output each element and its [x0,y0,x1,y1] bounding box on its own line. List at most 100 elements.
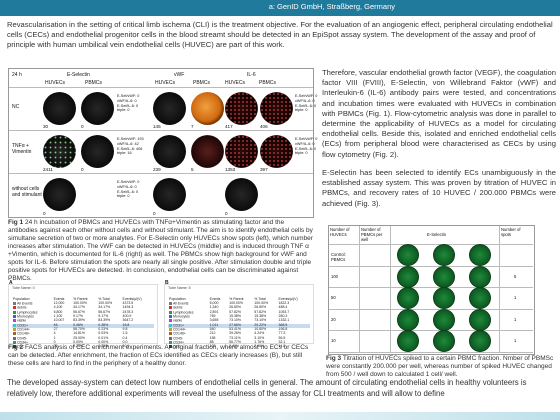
well-image [397,287,419,309]
population-label: CD45- [173,335,184,340]
spot-count: 406 [260,124,268,129]
population-label: debris [173,305,183,310]
population-label: CD31+ [173,322,184,327]
table-cell: 56.5 [278,335,286,340]
table-row: CD31+ 1,011 27.66% 20.22% 368.5 [168,322,310,328]
table-cell: 44.8 [278,344,286,349]
table-cell: 32.1 [278,340,286,345]
population-name: debris [168,306,209,310]
population-label: CD45- [17,335,28,340]
table-cell: 16.8 [121,323,154,328]
table-cell: 3647.2 [122,318,134,323]
population-color-swatch [169,310,172,314]
well-image [433,308,455,331]
column-header: E-Selectin [427,232,447,237]
table-cell: 56.77% [229,340,241,345]
population-label: Monocytes [173,314,190,319]
population-color-swatch [169,319,172,323]
well-image [43,92,76,125]
population-label: viable [173,318,183,323]
spot-stats: E-Sel/vWF: 0 vWF/IL-6: 0 E-Sel/IL-6: 0 t… [117,180,140,199]
sub-col-header: HUVECs [45,80,66,86]
well-image [433,244,455,266]
spots-cell [500,245,533,267]
spot-count: 0 [81,124,84,129]
table-cell: 77.3 [278,331,286,336]
column-header: % Parent [229,297,244,301]
figure-1-caption-label: Fig 1 [8,219,24,226]
huvec-count: 100 [331,273,338,279]
spot-count: 2411 [43,167,53,172]
population-name: CD45- [168,335,209,341]
table-cell: 100.00% [98,301,113,306]
table-row: Lymphocytes 2,891 57.82% 57.82% 1053.7 [168,310,310,315]
population-label: CD146+ [17,331,30,336]
well-row [391,330,500,353]
population-color-swatch [169,340,172,344]
population-name: CEC [12,345,53,349]
table-cell: 27.66% [228,323,254,328]
table-cell: 123 [209,344,216,349]
panel-label: A [9,280,13,286]
spot-count: 1 [514,295,517,300]
sub-col-header: PBMCs [193,80,210,86]
table-row: Lymphocytes 6,800 56.67% 56.67% 2478.3 [12,309,154,315]
table-row: CEC 30 0.25% 0.25% 10.9 [12,344,154,349]
figure-2-caption-text: FACS analysis of CEC enrichment experime… [8,344,309,367]
well-image [191,135,224,168]
table-cell: 488.4 [278,305,288,310]
table-cell: 56.67% [98,309,111,314]
population-name: CD31+ [168,322,209,328]
table-cell: 15.38% [229,314,241,319]
figure-2-facs: A Tube Name: 0 Population Events % Paren… [8,280,314,349]
pbmc-cell [360,266,391,288]
huvec-cell: 10 [329,331,360,353]
population-color-swatch [169,345,172,349]
pbmc-cell [360,245,391,267]
spot-count: 5 [191,167,194,172]
pbmc-cell [360,309,391,331]
column-header: Population [169,297,186,301]
population-name: CD34+ [12,340,53,345]
body-paragraph-2: E-Selectin has been selected to identify… [322,168,556,208]
column-header: Number of PBMCs per well [361,227,383,242]
table-cell: 2.46% [229,344,240,349]
well-row [391,287,500,310]
population-label: viable [17,318,27,323]
figure-2-caption-label: Fig 2 [8,344,24,351]
header-cell: E-Selectin [391,226,500,245]
table-cell: 100.00% [73,301,87,306]
table-row: CD31+ 46 0.46% 0.38% 16.8 [12,323,154,328]
facs-table: Population Events % Parent % Total Event… [168,297,310,350]
col-group-il6: IL-6 [247,72,256,78]
table-cell: 280.3 [278,314,288,319]
well-image [433,287,455,309]
panel-title: Tube Name: 0 [12,286,35,290]
figure-1-row-nc: NC E-Sel/vWF: 0 vWF/IL-6: 0 E-Sel/IL-6: … [9,87,317,130]
population-name: Lymphocytes [12,310,53,315]
facs-table: Population Events % Parent % Total Event… [12,297,154,350]
table-row: CD144+ 27 58.70% 0.23% 9.8 [12,327,154,332]
table-cell: 0.46% [72,323,98,328]
well-row [391,265,500,288]
table-cell: 46 [52,323,73,328]
table-row: viable 3,655 73.10% 73.10% 1332.1 [168,318,310,323]
table-cell: 0.25% [98,344,109,349]
huvec-count: 10 [331,338,336,343]
well-image [397,330,419,352]
well-row [391,244,500,267]
table-cell: 34.17% [98,305,111,310]
spots-cell: 5 [500,267,533,288]
population-name: CD146+ [168,332,209,336]
table-cell: 0 [53,340,56,345]
table-cell: 14.81% [73,331,85,336]
spot-count: 1353 [225,167,236,172]
population-name: CD31+ [12,323,53,328]
well-image [397,265,419,288]
spot-stats: E-Sel/vWF: 0 vWF/IL-6: 0 E-Sel/IL-6: 0 t… [117,94,140,113]
column-header: Events/μl(V) [278,297,298,301]
table-cell: 5,000 [209,301,219,306]
table-cell: 1822.3 [278,301,290,306]
table-row: viable 10,007 83.39% 83.39% 3647.2 [12,318,154,323]
table-cell: 73.11% [229,335,241,340]
